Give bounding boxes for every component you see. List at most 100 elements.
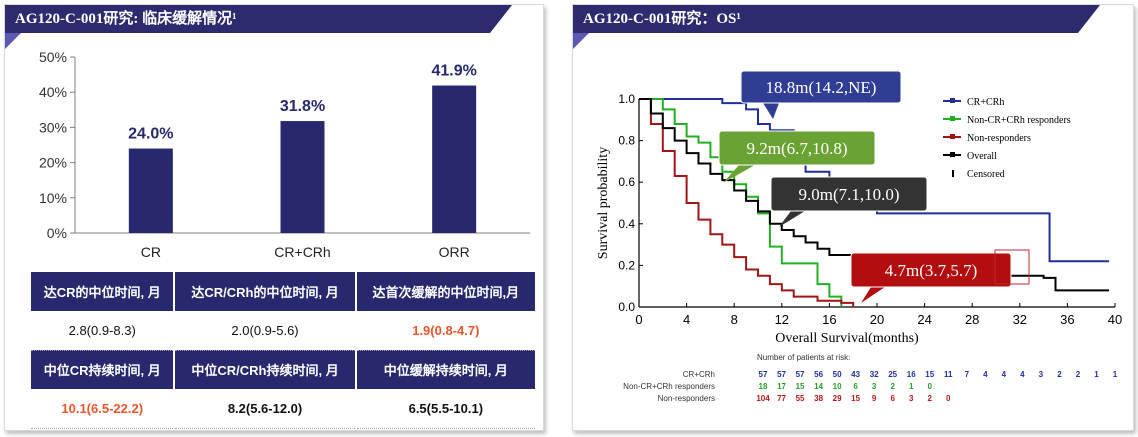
stats-value-cell-highlight: 10.1(6.5-22.2) — [28, 389, 176, 429]
risk-count: 3 — [872, 382, 877, 391]
response-stats-table: 达CR的中位时间, 月 达CR/CRh的中位时间, 月 达首次缓解的中位时间,月… — [28, 272, 538, 429]
bar — [128, 148, 173, 233]
y-tick-label: 10% — [39, 190, 67, 206]
x-tick-label: 24 — [917, 312, 931, 327]
header-fold — [5, 33, 21, 49]
x-tick-label: 28 — [965, 312, 979, 327]
bar-value-label: 31.8% — [280, 98, 325, 115]
risk-count: 4 — [1020, 370, 1025, 379]
stats-header-row: 中位CR持续时间, 月 中位CR/CRh持续时间, 月 中位缓解持续时间, 月 — [28, 350, 538, 389]
median-os-callout: 9.0m(7.1,10.0) — [798, 185, 899, 204]
legend-label: Censored — [967, 169, 1005, 180]
risk-count: 9 — [872, 394, 877, 403]
callout-box — [770, 176, 928, 212]
highlight-box — [994, 249, 1030, 285]
median-os-callout: 18.8m(14.2,NE) — [766, 78, 877, 97]
risk-count: 6 — [853, 382, 858, 391]
risk-count: 15 — [925, 370, 934, 379]
x-tick-label: 20 — [870, 312, 884, 327]
y-tick-label: 40% — [39, 84, 67, 100]
callout-pointer — [723, 165, 755, 183]
risk-count: 29 — [833, 394, 842, 403]
risk-count: 104 — [756, 394, 770, 403]
header-fold — [573, 33, 589, 49]
legend-label: Overall — [967, 151, 997, 162]
risk-count: 0 — [928, 382, 933, 391]
legend-marker — [950, 98, 955, 103]
panel-title: AG120-C-001研究：OS¹ — [573, 5, 1078, 33]
stats-value-cell: 2.8(0.9-8.3) — [28, 311, 176, 351]
x-tick-label: CR+CRh — [274, 244, 330, 260]
risk-row-label: CR+CRh — [683, 370, 715, 379]
y-tick-label: 0.6 — [618, 175, 635, 189]
bar-value-label: 41.9% — [431, 63, 476, 80]
stats-value-row: 10.1(6.5-22.2) 8.2(5.6-12.0) 6.5(5.5-10.… — [28, 389, 538, 429]
risk-count: 15 — [796, 382, 805, 391]
header-tail — [490, 5, 512, 33]
risk-count: 0 — [946, 394, 951, 403]
risk-count: 38 — [814, 394, 823, 403]
risk-count: 56 — [814, 370, 823, 379]
risk-count: 16 — [907, 370, 916, 379]
survival-curve-cr-crh — [639, 98, 1110, 263]
risk-count: 10 — [833, 382, 842, 391]
risk-count: 17 — [777, 382, 786, 391]
y-tick-label: 30% — [39, 119, 67, 135]
bar — [432, 85, 477, 234]
callout-pointer — [861, 287, 885, 303]
callout-box — [718, 130, 876, 166]
risk-count: 2 — [1076, 370, 1081, 379]
callout-pointer — [779, 211, 805, 227]
risk-count: 1 — [909, 382, 914, 391]
risk-count: 2 — [1057, 370, 1062, 379]
risk-row-label: Non-CR+CRh responders — [623, 382, 715, 391]
stats-header-row: 达CR的中位时间, 月 达CR/CRh的中位时间, 月 达首次缓解的中位时间,月 — [28, 272, 538, 311]
legend-label: Non-responders — [967, 133, 1031, 144]
risk-count: 57 — [759, 370, 768, 379]
y-tick-label: 0.2 — [618, 258, 635, 272]
y-tick-label: 0.0 — [618, 300, 635, 314]
stats-header-cell: 达CR的中位时间, 月 — [28, 272, 176, 311]
risk-count: 3 — [909, 394, 914, 403]
risk-count: 32 — [870, 370, 879, 379]
risk-count: 57 — [777, 370, 786, 379]
risk-count: 3 — [1039, 370, 1044, 379]
x-tick-label: CR — [141, 244, 161, 260]
y-tick-label: 0% — [47, 225, 67, 241]
x-axis-label: Overall Survival(months) — [775, 331, 919, 346]
stats-value-cell: 2.0(0.9-5.6) — [173, 311, 357, 351]
risk-count: 14 — [814, 382, 823, 391]
risk-count: 7 — [965, 370, 970, 379]
risk-count: 11 — [944, 370, 953, 379]
median-os-callout: 4.7m(3.7,5.7) — [885, 261, 978, 280]
y-tick-label: 20% — [39, 155, 67, 171]
bar — [280, 121, 325, 233]
risk-count: 15 — [851, 394, 860, 403]
stats-value-row: 2.8(0.9-8.3) 2.0(0.9-5.6) 1.9(0.8-4.7) — [28, 311, 538, 351]
risk-count: 4 — [1002, 370, 1007, 379]
y-tick-label: 1.0 — [618, 92, 635, 106]
risk-count: 57 — [796, 370, 805, 379]
stats-header-cell: 达首次缓解的中位时间,月 — [354, 272, 538, 311]
y-tick-label: 0.8 — [618, 134, 635, 148]
callout-box — [850, 252, 1012, 288]
legend-marker — [950, 116, 955, 121]
bar-value-label: 24.0% — [128, 126, 173, 143]
risk-count: 43 — [851, 370, 860, 379]
x-tick-label: 4 — [683, 312, 690, 327]
stats-header-cell: 中位CR/CRh持续时间, 月 — [173, 350, 357, 389]
stats-header-cell: 中位CR持续时间, 月 — [28, 350, 176, 389]
clinical-response-panel: AG120-C-001研究: 临床缓解情况¹ 0% 10% 20% 30% 40% 50%… — [4, 4, 544, 431]
risk-table-title: Number of patients at risk: — [757, 353, 850, 362]
legend-marker — [950, 134, 955, 139]
risk-row-label: Non-responders — [658, 394, 715, 403]
risk-count: 2 — [928, 394, 933, 403]
risk-count: 50 — [833, 370, 842, 379]
y-axis-label: Survival probability — [596, 147, 611, 259]
callout-box — [740, 70, 902, 104]
legend-marker — [950, 152, 955, 157]
legend-censor-mark — [952, 170, 954, 177]
risk-count: 1 — [1113, 370, 1118, 379]
header-tail — [1078, 5, 1100, 33]
x-tick-label: ORR — [439, 244, 470, 260]
